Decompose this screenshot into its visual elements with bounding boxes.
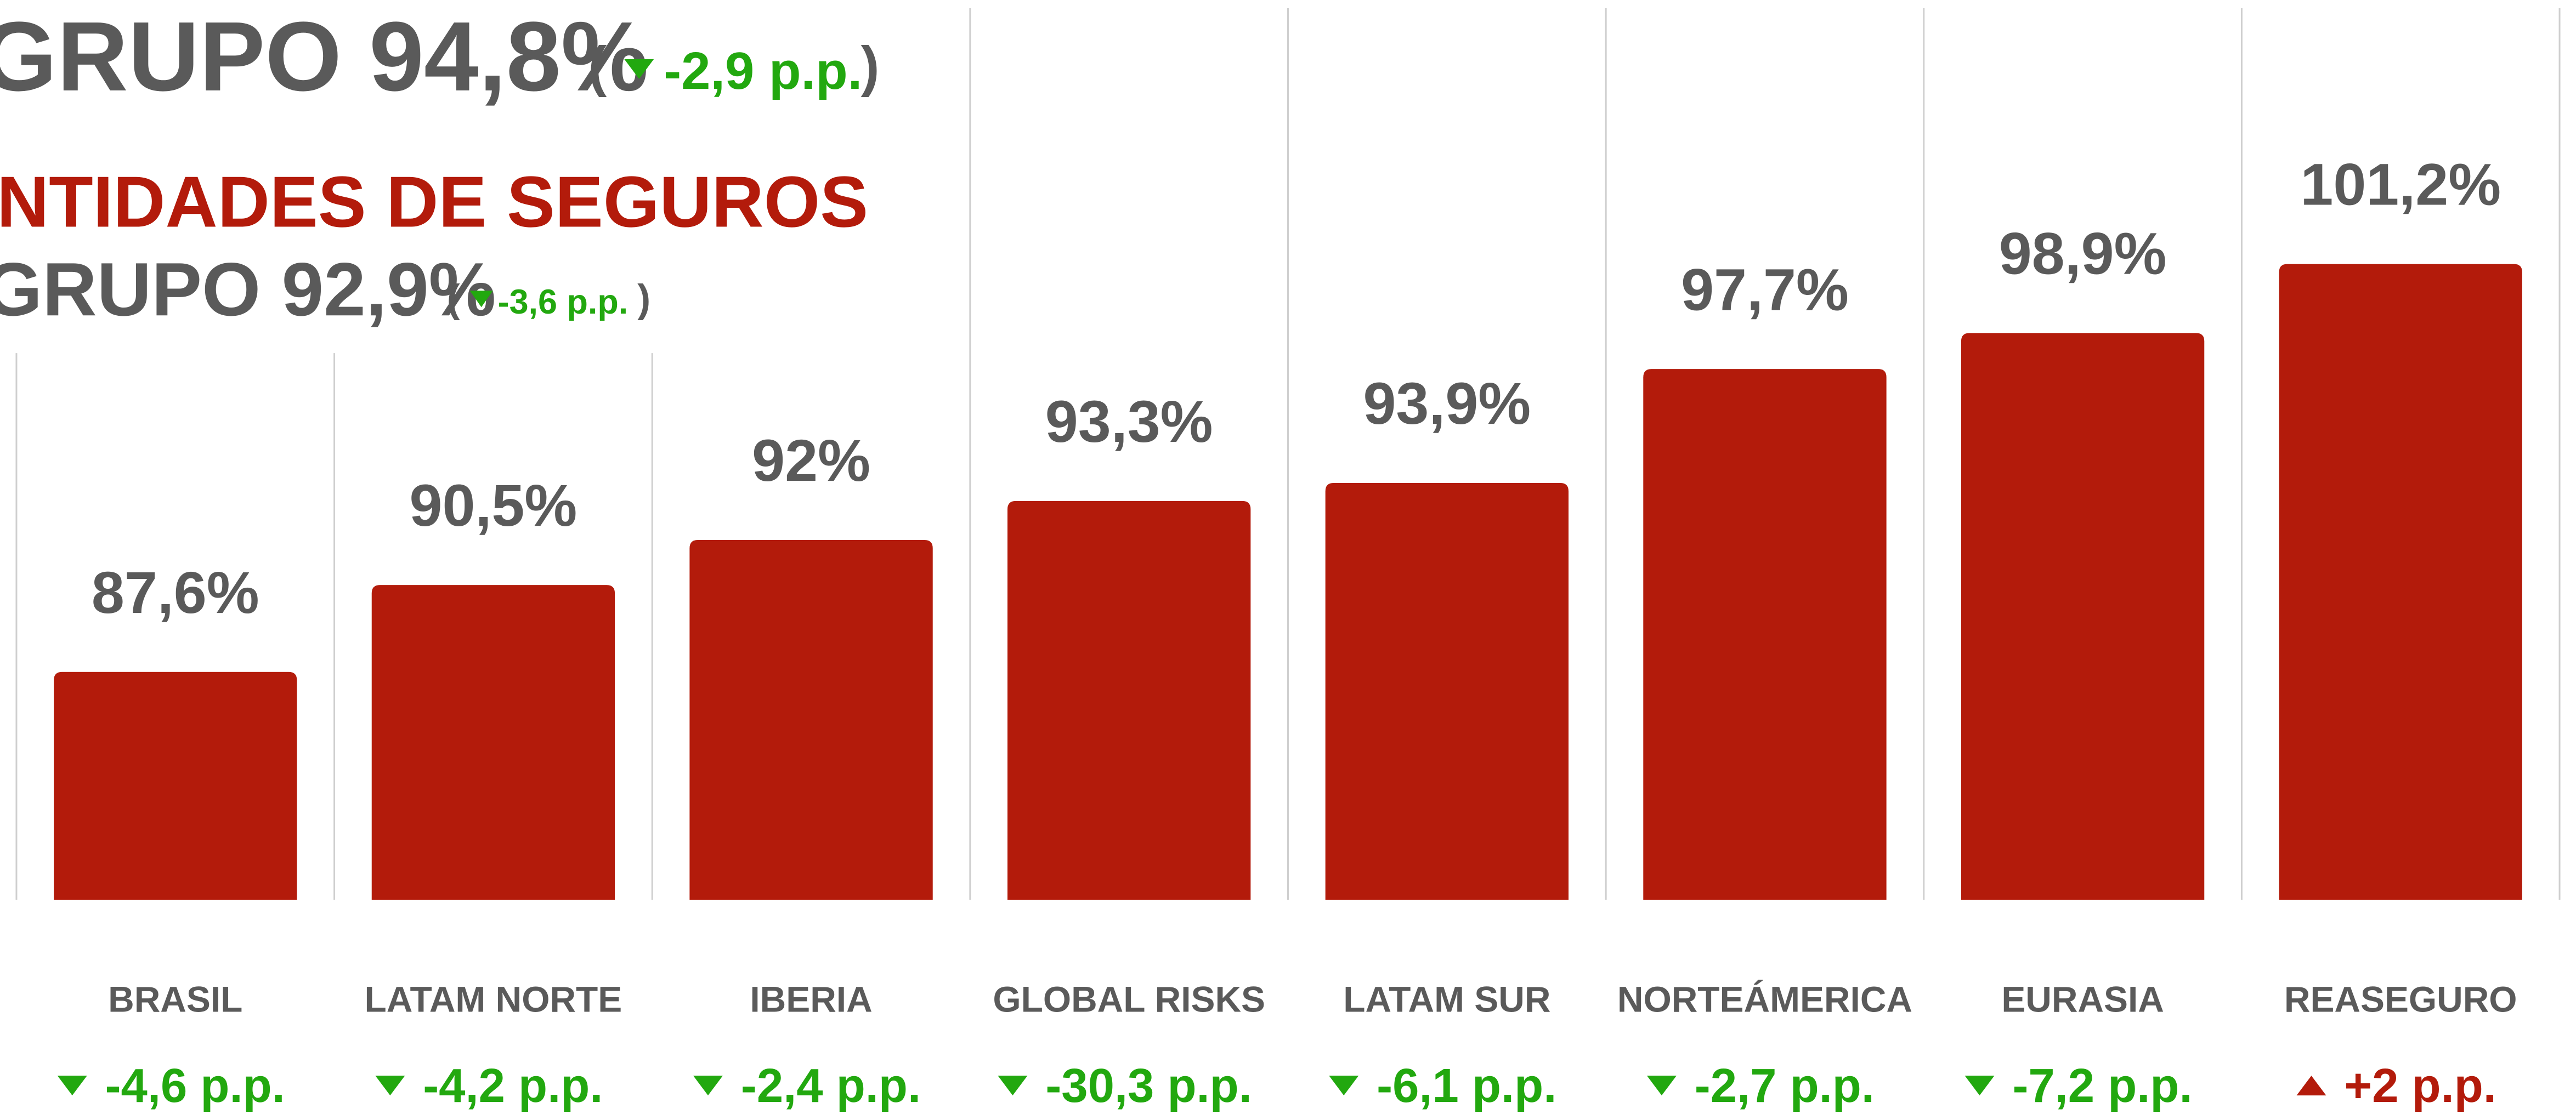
value-label: 93,9% [1363, 370, 1531, 436]
bar [1643, 369, 1887, 900]
change-label: -4,6 p.p. [105, 1059, 285, 1112]
change-label: -4,2 p.p. [423, 1059, 603, 1112]
category-label: BRASIL [108, 979, 242, 1019]
down-arrow [624, 59, 654, 79]
value-label: 87,6% [92, 559, 259, 626]
change-arrow [693, 1076, 723, 1096]
change-arrow [1329, 1076, 1359, 1096]
group-change: -2,9 p.p. [664, 42, 862, 100]
bar [1007, 501, 1251, 900]
category-label: IBERIA [750, 979, 872, 1019]
value-label: 92% [752, 427, 870, 493]
paren: ) [637, 277, 650, 321]
bar [1961, 333, 2205, 900]
change-arrow [2296, 1076, 2326, 1096]
change-label: -2,4 p.p. [741, 1059, 921, 1112]
paren: ( [588, 35, 607, 98]
insurance-change: -3,6 p.p. [498, 283, 629, 321]
paren: ( [447, 277, 460, 321]
change-arrow [375, 1076, 405, 1096]
value-label: 101,2% [2300, 151, 2501, 218]
value-label: 98,9% [1999, 220, 2167, 287]
category-label: EURASIA [2001, 979, 2164, 1019]
change-label: -6,1 p.p. [1377, 1059, 1556, 1112]
change-arrow [998, 1076, 1028, 1096]
value-label: 93,3% [1045, 388, 1213, 454]
bar [371, 585, 615, 900]
bar [689, 539, 933, 900]
group-total: GRUPO 94,8% [0, 2, 649, 112]
category-label: REASEGURO [2284, 979, 2517, 1019]
change-label: -2,7 p.p. [1695, 1059, 1875, 1112]
change-label: -7,2 p.p. [2012, 1059, 2192, 1112]
bar [54, 672, 297, 900]
paren: ) [861, 35, 880, 98]
category-label: NORTEÁMERICA [1617, 979, 1912, 1019]
bar [1325, 483, 1569, 900]
bar [2279, 264, 2522, 900]
change-label: +2 p.p. [2344, 1059, 2496, 1112]
change-label: -30,3 p.p. [1045, 1059, 1252, 1112]
change-arrow [1646, 1076, 1677, 1096]
change-arrow [57, 1076, 87, 1096]
value-label: 90,5% [410, 472, 578, 538]
category-label: LATAM NORTE [365, 979, 622, 1019]
category-label: LATAM SUR [1343, 979, 1550, 1019]
down-arrow [469, 291, 493, 308]
subtitle: NTIDADES DE SEGUROS [0, 161, 868, 242]
value-label: 97,7% [1681, 256, 1849, 322]
category-label: GLOBAL RISKS [993, 979, 1265, 1019]
insurance-total: GRUPO 92,9% [0, 247, 496, 332]
change-arrow [1964, 1076, 1995, 1096]
